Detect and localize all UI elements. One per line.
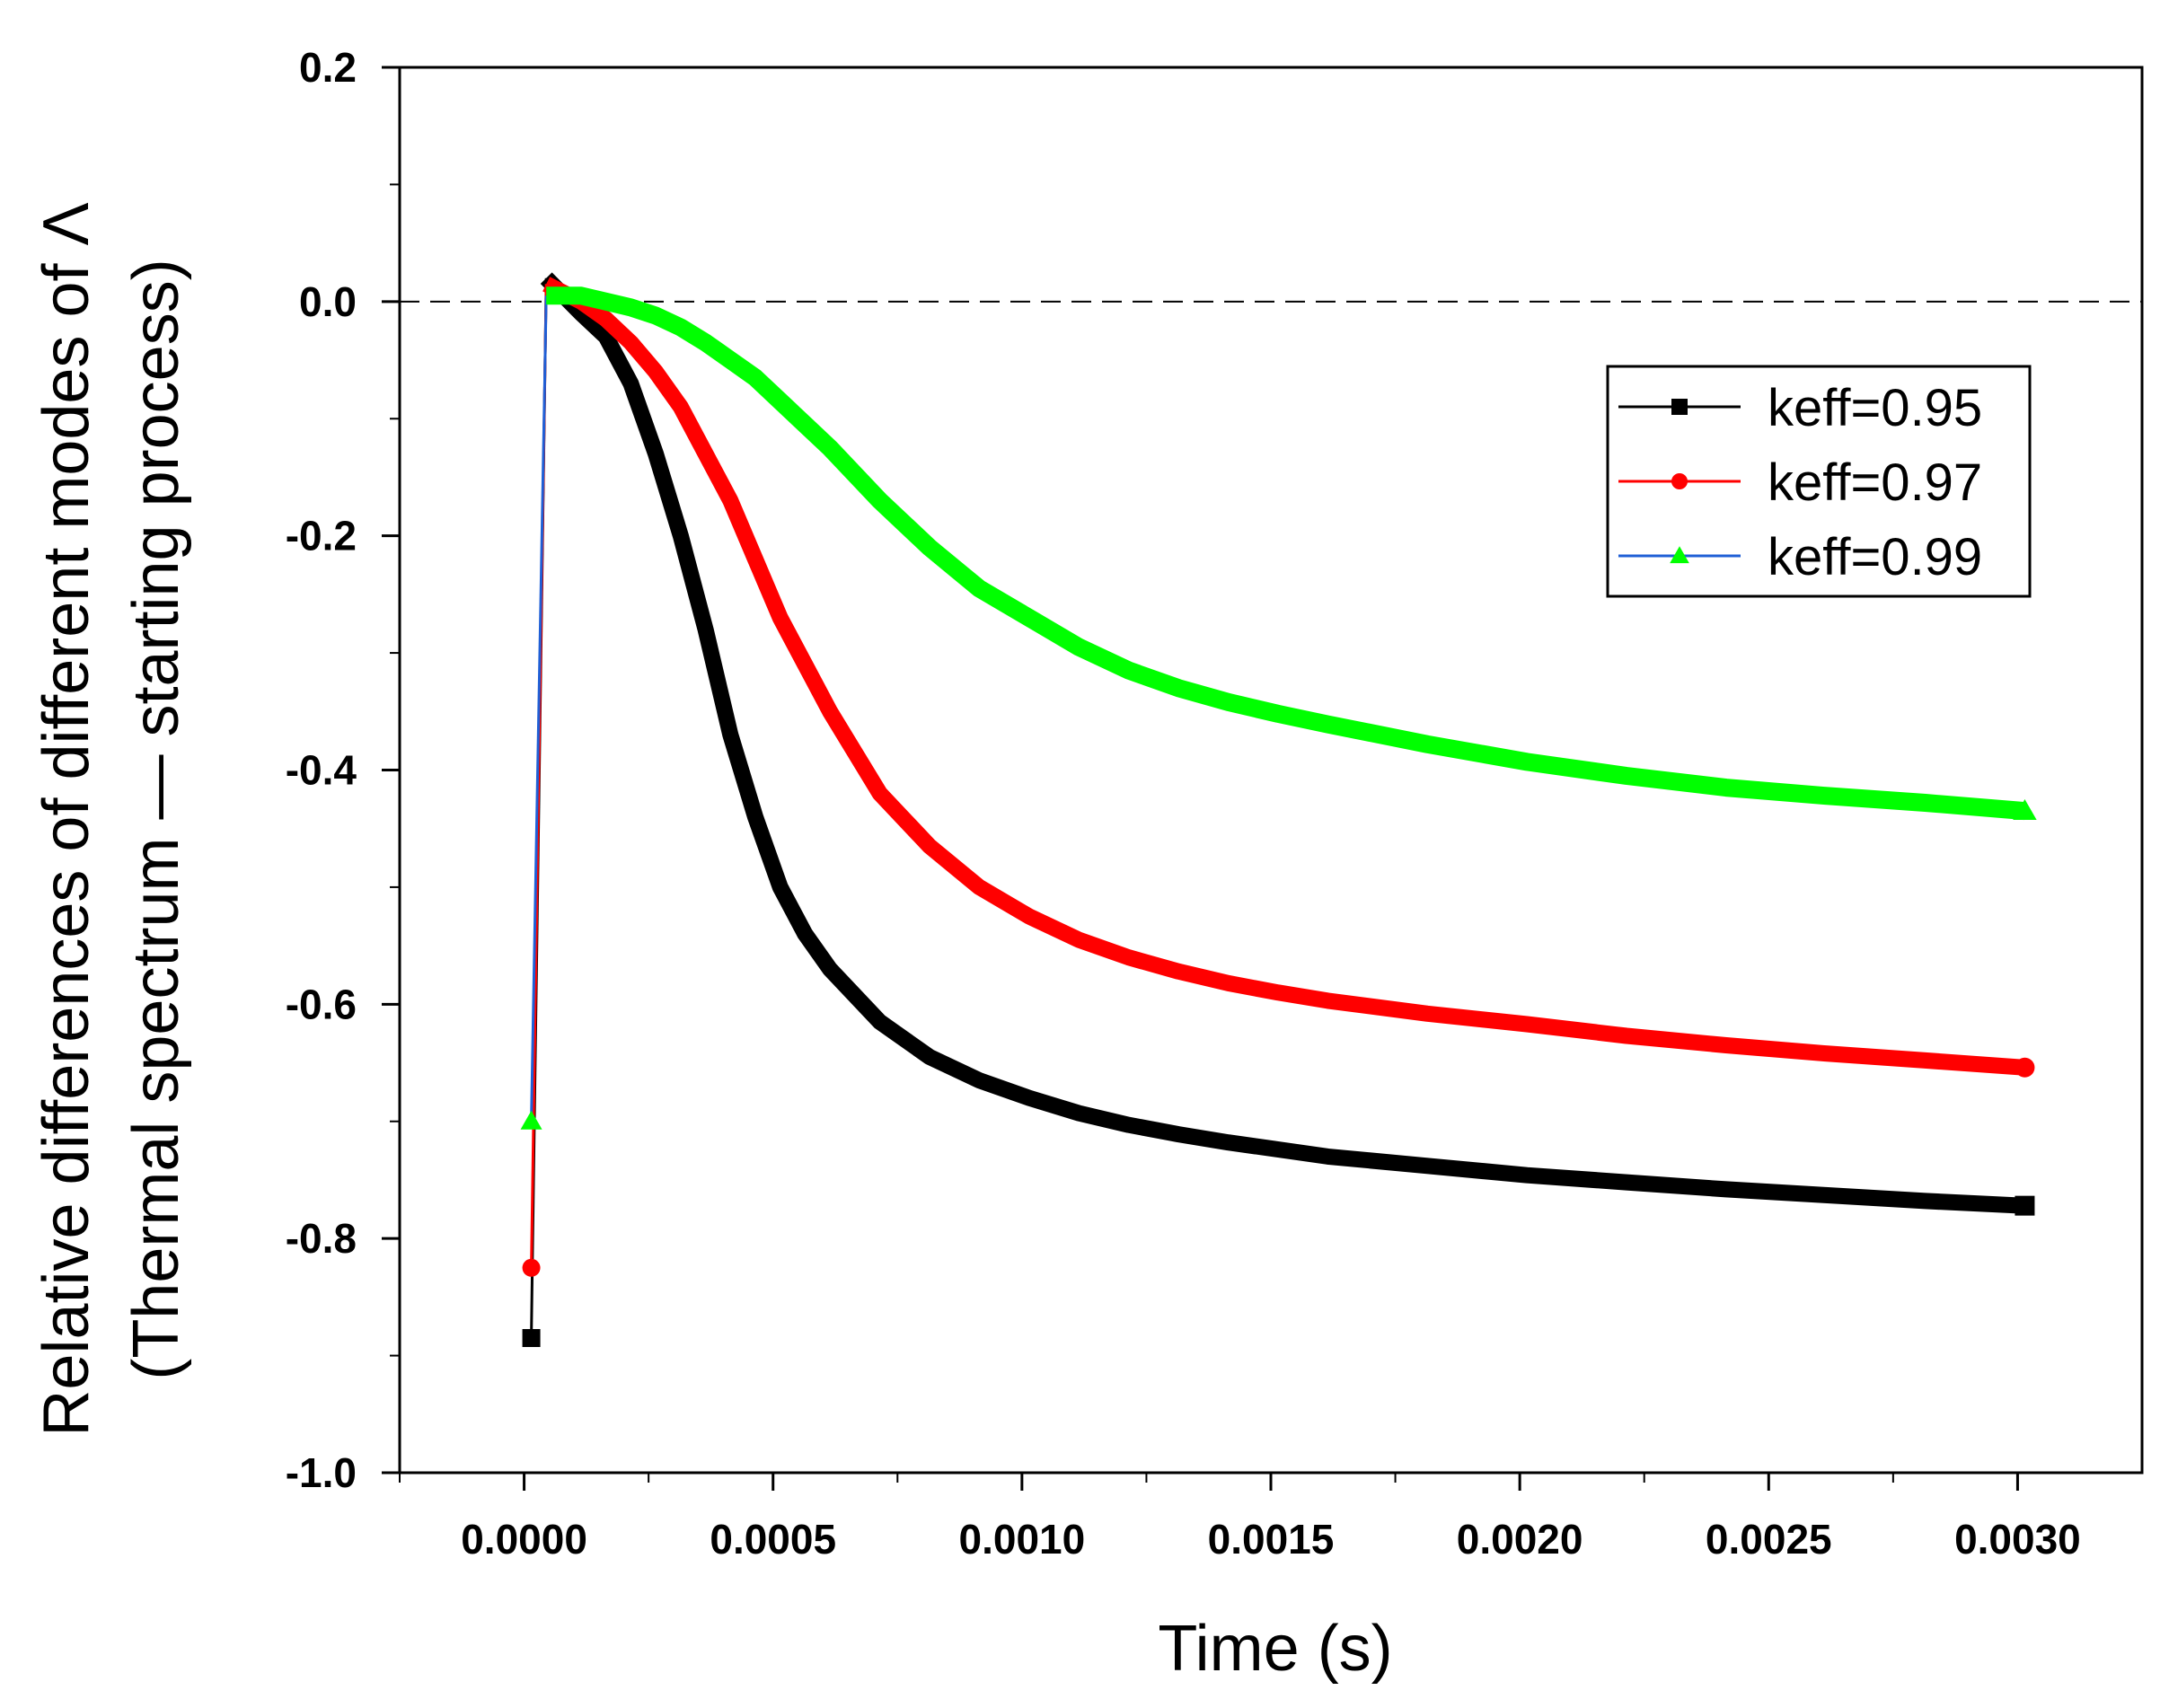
legend-label: keff=0.95	[1768, 379, 1982, 437]
legend: keff=0.95 keff=0.97 keff=0.99	[1606, 365, 2032, 598]
legend-item: keff=0.95	[1618, 379, 1982, 437]
axes-layer: 0.2 0.0 -0.2 -0.4 -0.6 -0.8 -1.0 0.0000 0.0005 0.…	[286, 44, 2081, 1563]
y-tick-label: 0.0	[299, 278, 357, 325]
series-line	[542, 277, 2026, 1076]
x-tick-label: 0.0000	[461, 1516, 587, 1563]
data-point	[520, 1110, 542, 1130]
data-point	[522, 1258, 541, 1277]
data-point	[1670, 546, 1689, 564]
x-tick-label: 0.0030	[1954, 1516, 2081, 1563]
legend-label: keff=0.99	[1768, 528, 1982, 586]
y-tick-label: -0.6	[286, 981, 357, 1027]
x-axis-title: Time (s)	[1158, 1613, 1392, 1685]
y-tick-label: -1.0	[286, 1449, 357, 1496]
data-point	[2015, 1195, 2035, 1216]
legend-item: keff=0.97	[1618, 453, 1982, 512]
y-axis-title-line2: (Thermal spectrum — starting process)	[120, 259, 192, 1379]
data-point	[522, 1329, 541, 1348]
x-tick-label: 0.0010	[959, 1516, 1086, 1563]
x-tick-label: 0.0020	[1457, 1516, 1583, 1563]
data-point	[1671, 399, 1688, 415]
series-keff=0.99	[520, 286, 2037, 1130]
y-axis-title: Relative differences of different modes …	[31, 202, 192, 1436]
x-tick-label: 0.0015	[1208, 1516, 1335, 1563]
legend-item: keff=0.99	[1618, 528, 1982, 586]
y-tick-label: -0.8	[286, 1215, 357, 1262]
legend-label: keff=0.97	[1768, 453, 1982, 512]
y-tick-label: 0.2	[299, 44, 357, 91]
x-tick-label: 0.0025	[1706, 1516, 1832, 1563]
y-tick-label: -0.2	[286, 513, 357, 559]
series-layer	[520, 272, 2037, 1348]
data-point	[2013, 798, 2037, 821]
y-axis-title-line1: Relative differences of different modes …	[31, 202, 102, 1436]
y-tick-label: -0.4	[286, 747, 357, 794]
series-line	[546, 286, 2026, 821]
series-line	[540, 272, 2025, 1214]
data-point	[1671, 473, 1688, 489]
data-point	[2015, 1057, 2035, 1078]
x-tick-label: 0.0005	[710, 1516, 836, 1563]
series-initial-segment	[530, 295, 548, 1122]
